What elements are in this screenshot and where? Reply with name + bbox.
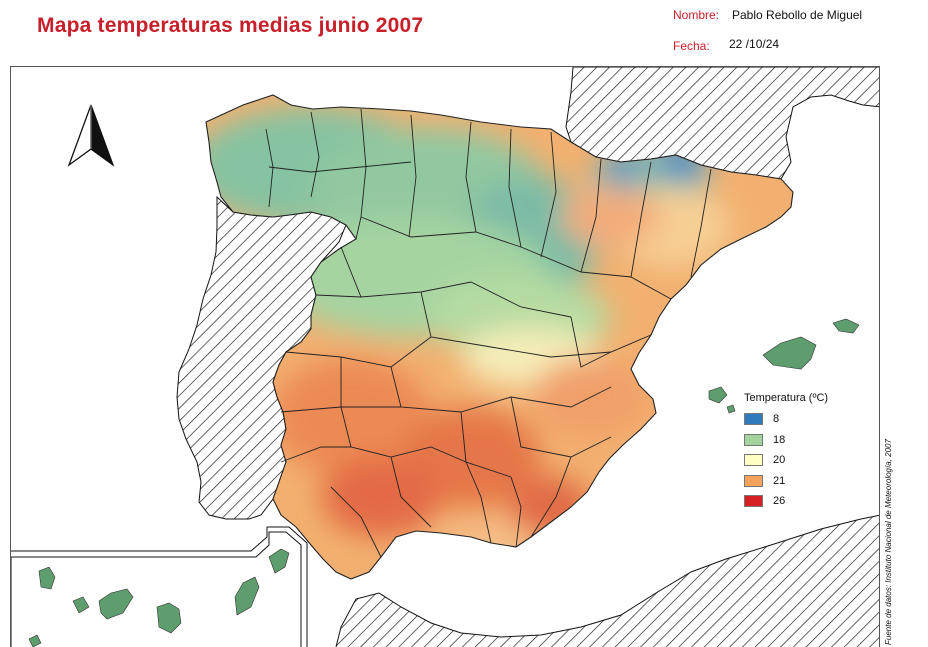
legend-item: 20	[744, 450, 828, 471]
legend-item: 8	[744, 409, 828, 430]
date-value: 22 /10/24	[729, 37, 780, 51]
legend-swatch	[744, 413, 763, 426]
balearic-islands	[708, 318, 860, 414]
canary-inset	[11, 526, 308, 647]
map-title: Mapa temperaturas medias junio 2007	[37, 14, 424, 37]
legend-swatch	[744, 495, 763, 508]
author-label: Nombre:	[673, 8, 720, 22]
map-frame	[10, 66, 880, 647]
legend-label: 18	[773, 433, 786, 446]
map-canvas	[11, 67, 879, 647]
legend-label: 26	[773, 495, 786, 508]
data-source-note: Fuente de datos: Instituto Nacional de M…	[884, 439, 893, 645]
province-borders	[205, 94, 794, 580]
legend-item: 21	[744, 471, 828, 492]
legend-title: Temperatura (ºC)	[744, 392, 829, 404]
legend-swatch	[744, 474, 763, 487]
legend-swatch	[744, 433, 763, 446]
africa-region	[335, 514, 879, 647]
legend-swatch	[744, 454, 763, 467]
map-legend: Temperatura (ºC) 8 18 20 21 26	[744, 392, 828, 512]
legend-label: 21	[773, 474, 786, 487]
legend-item: 26	[744, 491, 828, 512]
author-value: Pablo Rebollo de Miguel	[732, 8, 863, 22]
north-arrow-icon	[67, 104, 115, 167]
legend-label: 8	[773, 413, 780, 426]
legend-item: 18	[744, 430, 828, 451]
legend-label: 20	[773, 454, 786, 467]
date-label: Fecha:	[673, 39, 710, 53]
